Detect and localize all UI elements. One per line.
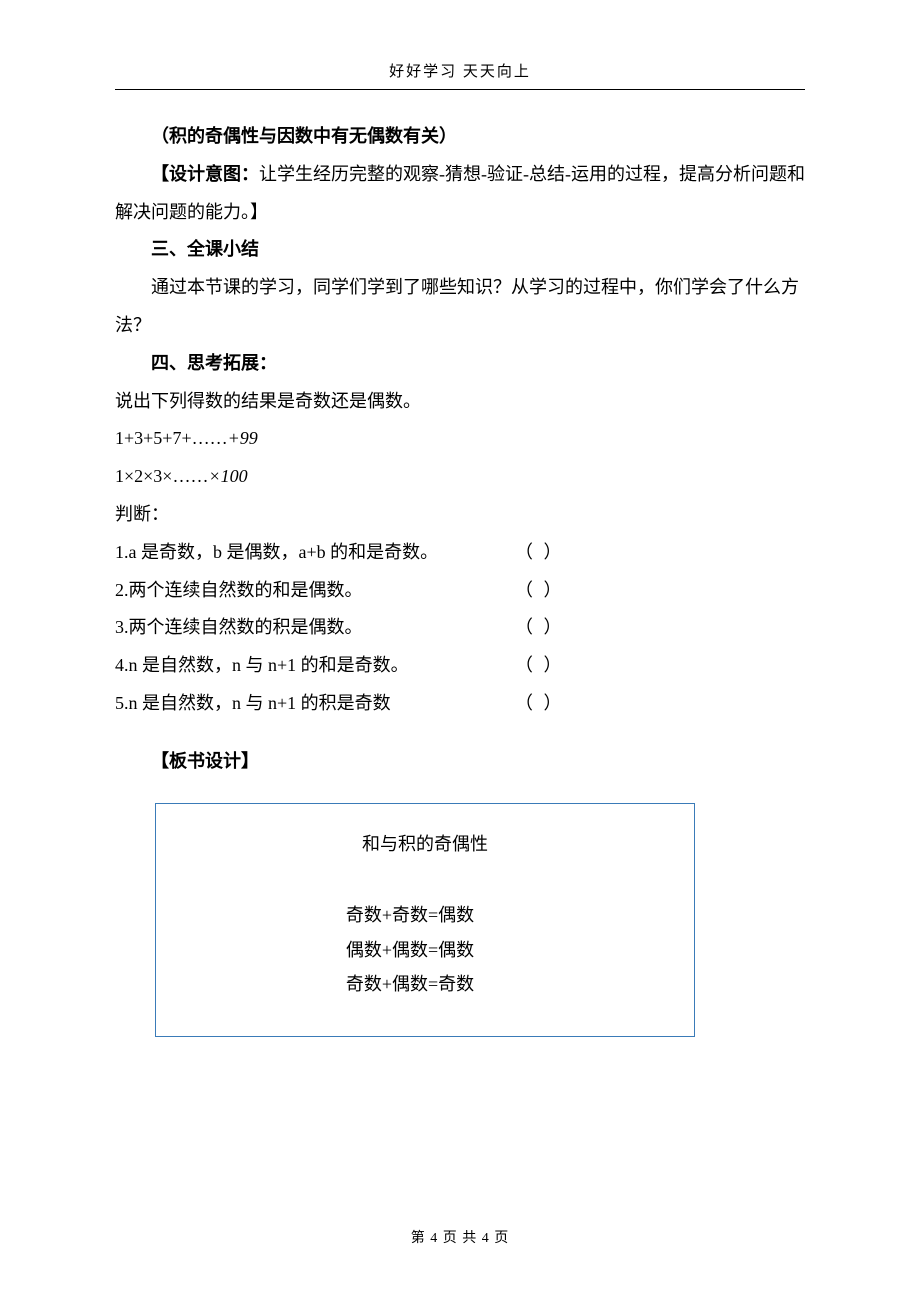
judge-item-blank: （ ）	[515, 685, 565, 723]
judge-item: 5.n 是自然数，n 与 n+1 的积是奇数 （ ）	[115, 685, 805, 723]
board-line: 偶数+偶数=偶数	[156, 933, 664, 967]
judge-item: 2.两个连续自然数的和是偶数。 （ ）	[115, 572, 805, 610]
board-design-title: 【板书设计】	[115, 743, 805, 781]
formula-2a: 1×2×3×……	[115, 466, 208, 486]
section-4-title: 四、思考拓展：	[115, 345, 805, 383]
section-4-intro: 说出下列得数的结果是奇数还是偶数。	[115, 383, 805, 421]
judge-item-text: 5.n 是自然数，n 与 n+1 的积是奇数	[115, 685, 515, 723]
formula-2b: ×100	[208, 466, 247, 486]
judge-item: 3.两个连续自然数的积是偶数。 （ ）	[115, 609, 805, 647]
section-3-title: 三、全课小结	[115, 231, 805, 269]
section-3-text: 通过本节课的学习，同学们学到了哪些知识？从学习的过程中，你们学会了什么方法？	[115, 269, 805, 345]
board-line: 奇数+奇数=偶数	[156, 898, 664, 932]
document-content: （积的奇偶性与因数中有无偶数有关） 【设计意图：让学生经历完整的观察-猜想-验证…	[115, 118, 805, 1037]
page-header: 好好学习 天天向上	[115, 60, 805, 90]
judge-item-blank: （ ）	[515, 572, 565, 610]
page-footer: 第 4 页 共 4 页	[0, 1227, 920, 1247]
judge-item-blank: （ ）	[515, 534, 565, 572]
board-line: 奇数+偶数=奇数	[156, 967, 664, 1001]
formula-1: 1+3+5+7+……+99	[115, 420, 805, 458]
judge-item-text: 1.a 是奇数，b 是偶数，a+b 的和是奇数。	[115, 534, 515, 572]
judge-item-text: 3.两个连续自然数的积是偶数。	[115, 609, 515, 647]
document-page: 好好学习 天天向上 （积的奇偶性与因数中有无偶数有关） 【设计意图：让学生经历完…	[0, 0, 920, 1302]
judge-item-text: 4.n 是自然数，n 与 n+1 的和是奇数。	[115, 647, 515, 685]
judge-item: 1.a 是奇数，b 是偶数，a+b 的和是奇数。 （ ）	[115, 534, 805, 572]
design-intent-label: 【设计意图：	[151, 164, 259, 184]
judge-item-blank: （ ）	[515, 647, 565, 685]
design-intent-paragraph: 【设计意图：让学生经历完整的观察-猜想-验证-总结-运用的过程，提高分析问题和解…	[115, 156, 805, 232]
header-text: 好好学习 天天向上	[389, 64, 531, 80]
board-design-box: 和与积的奇偶性 奇数+奇数=偶数 偶数+偶数=偶数 奇数+偶数=奇数	[155, 803, 695, 1037]
judge-label: 判断：	[115, 496, 805, 534]
product-parity-statement: （积的奇偶性与因数中有无偶数有关）	[115, 118, 805, 156]
board-box-title: 和与积的奇偶性	[186, 826, 664, 864]
judge-item-blank: （ ）	[515, 609, 565, 647]
formula-1a: 1+3+5+7+……	[115, 428, 228, 448]
footer-text: 第 4 页 共 4 页	[411, 1231, 510, 1246]
formula-2: 1×2×3×……×100	[115, 458, 805, 496]
formula-1b: +99	[228, 428, 258, 448]
judge-item: 4.n 是自然数，n 与 n+1 的和是奇数。 （ ）	[115, 647, 805, 685]
judge-item-text: 2.两个连续自然数的和是偶数。	[115, 572, 515, 610]
